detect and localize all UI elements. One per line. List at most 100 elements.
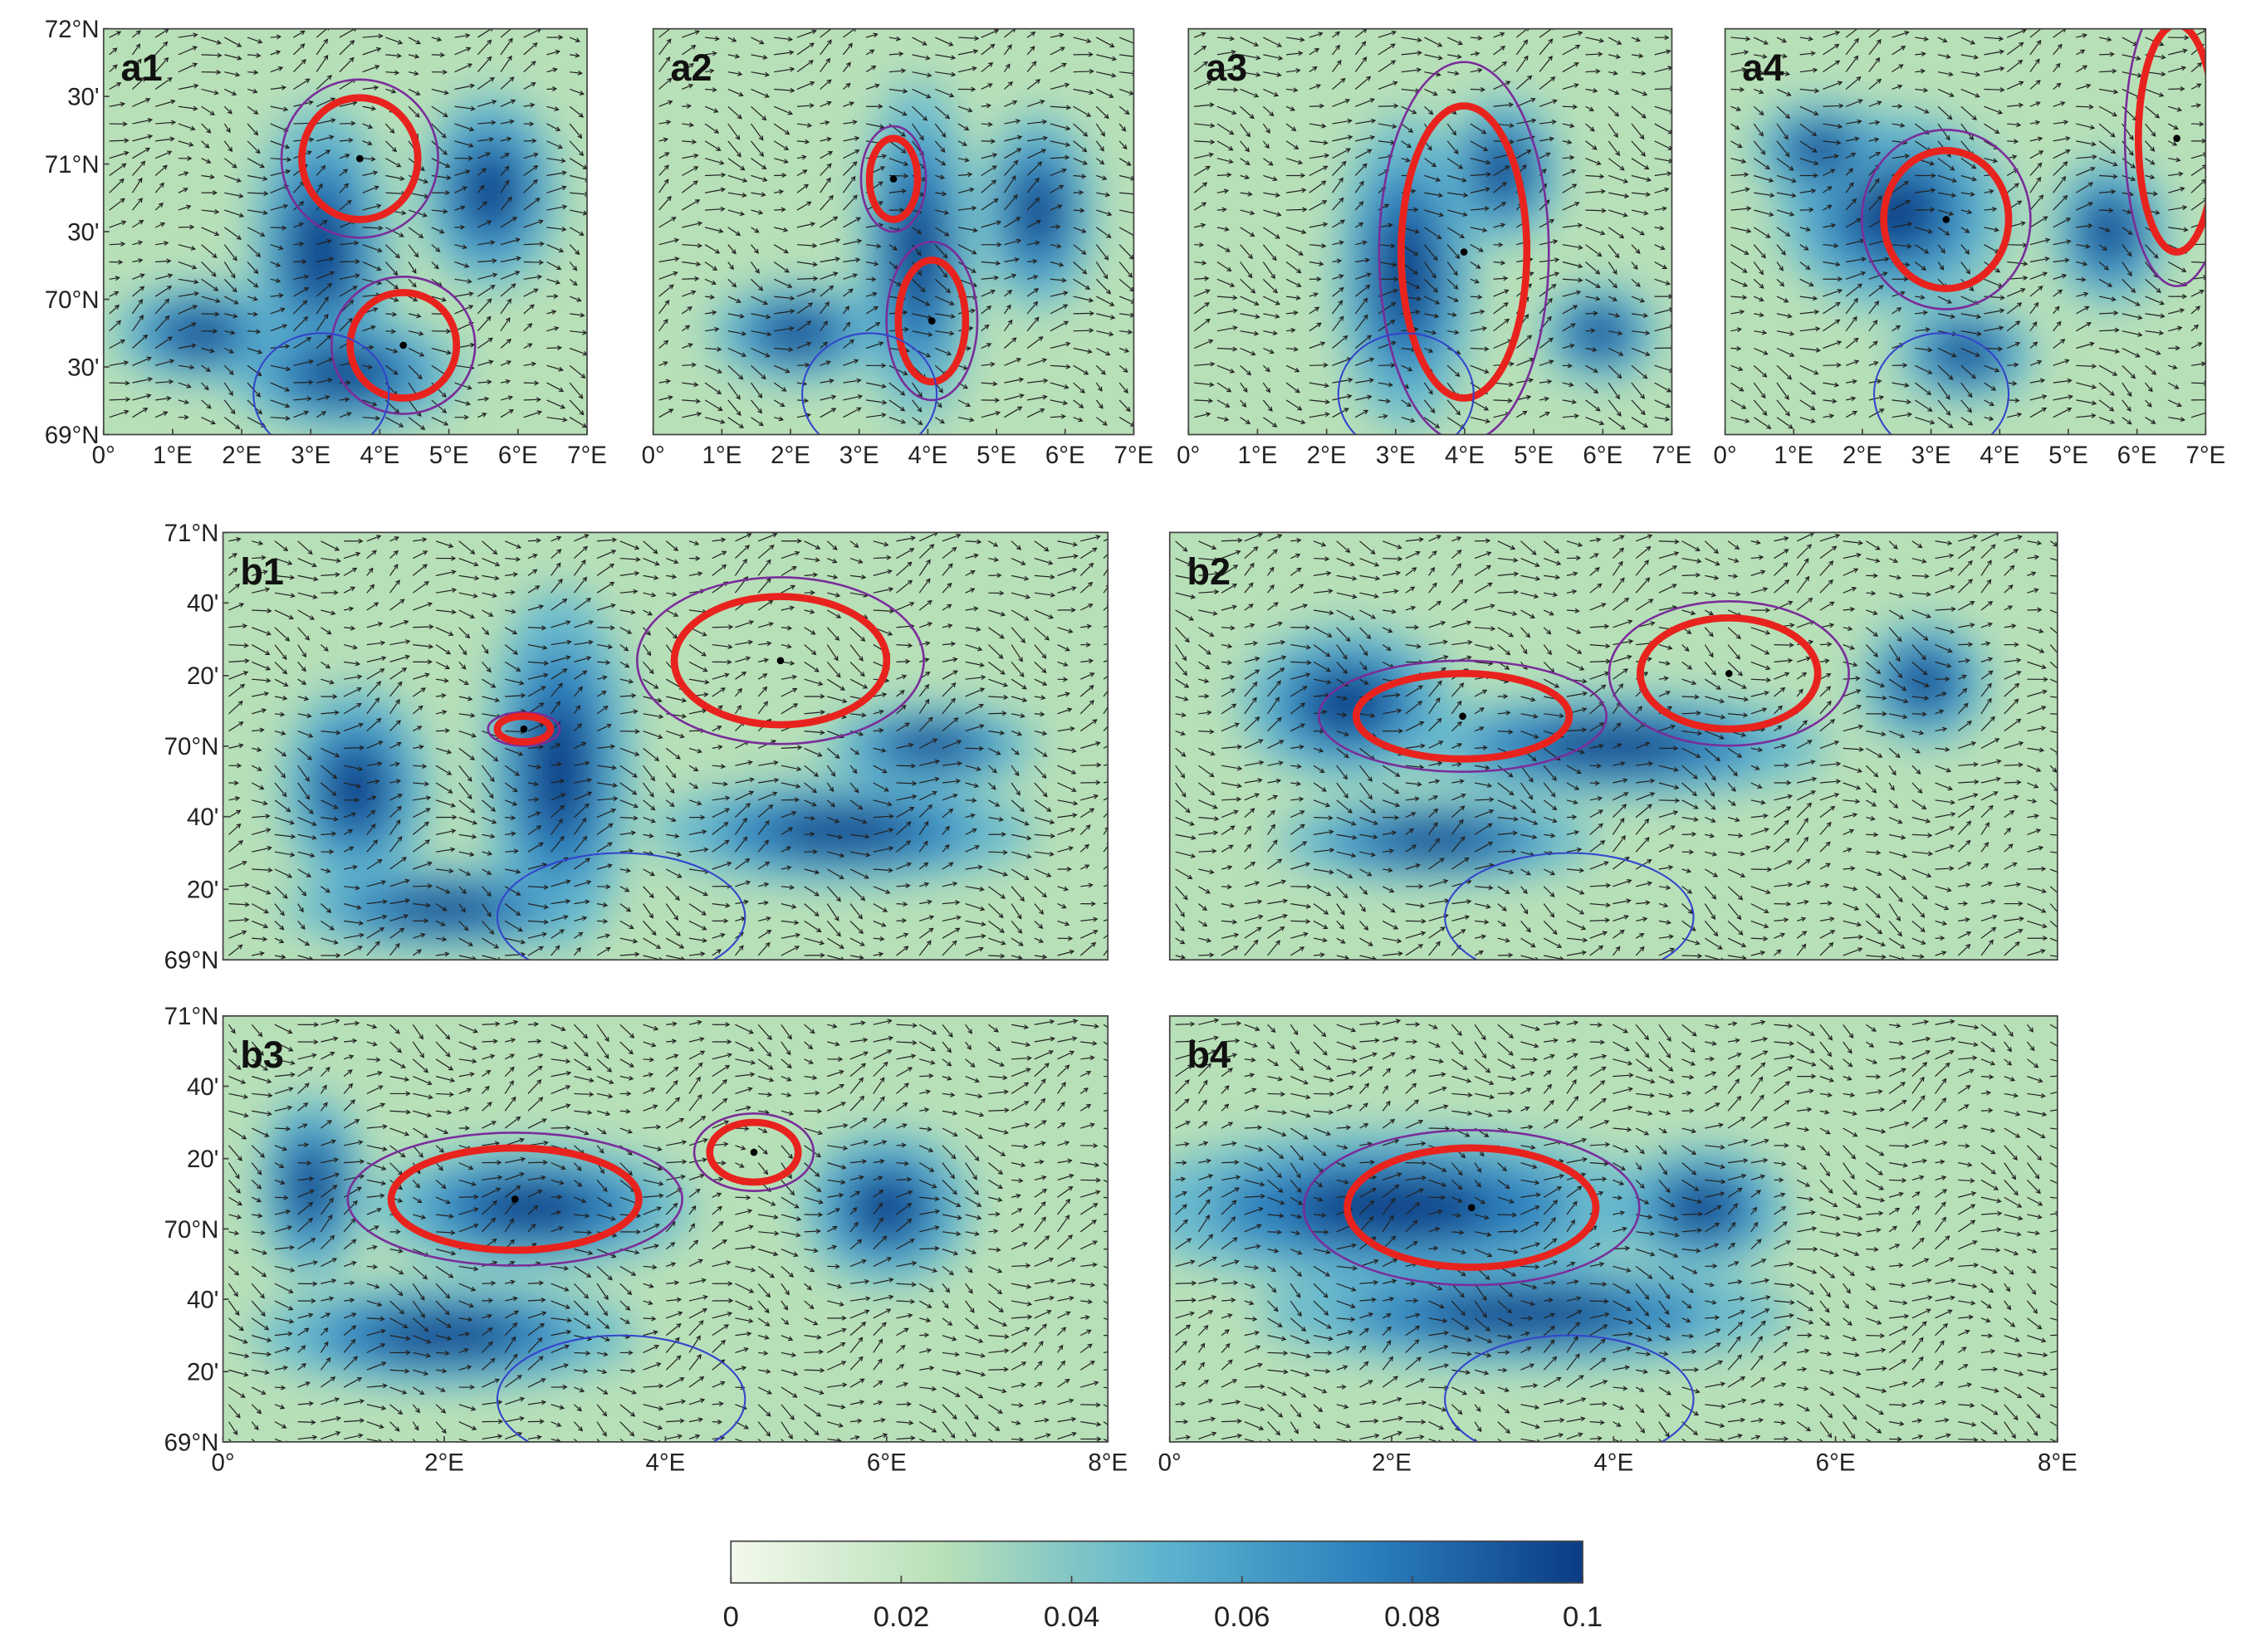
wind-arrow [1911, 817, 1931, 824]
wind-arrow [643, 1104, 658, 1112]
wind-arrow [1244, 793, 1260, 801]
wind-arrow [1935, 606, 1956, 612]
wind-arrow [1753, 382, 1766, 399]
wind-arrow [1493, 32, 1505, 38]
wind-arrow [1585, 399, 1601, 412]
wind-arrow [1103, 1265, 1108, 1268]
wind-arrow [178, 343, 197, 349]
wind-arrow [1382, 782, 1400, 794]
wind-arrow [573, 1024, 588, 1039]
wind-arrows [658, 28, 1134, 428]
wind-arrow [896, 690, 905, 697]
wind-arrow [727, 399, 741, 417]
wind-arrow [919, 1245, 940, 1251]
wind-arrow [1216, 226, 1230, 232]
wind-arrow [412, 949, 423, 956]
field-blob [472, 1185, 593, 1231]
wind-arrow [957, 172, 973, 178]
wind-arrow [297, 1053, 317, 1060]
wind-arrow [1103, 1162, 1108, 1167]
wind-arrow [344, 1298, 355, 1303]
wind-arrow [1636, 900, 1651, 906]
wind-arrow [316, 271, 335, 280]
wind-arrow [505, 1156, 526, 1164]
wind-arrow [981, 198, 999, 211]
wind-arrow [297, 868, 312, 877]
wind-arrow [1612, 946, 1621, 956]
wind-arrow [643, 1330, 658, 1337]
wind-arrow [804, 1317, 819, 1326]
wind-arrow [458, 782, 472, 800]
wind-arrow [1868, 28, 1884, 38]
wind-arrow [1520, 782, 1534, 800]
wind-arrow [505, 848, 519, 854]
wind-arrow [988, 1300, 1005, 1312]
wind-arrow [223, 244, 237, 261]
contour-outer [859, 125, 927, 233]
wind-arrow [1119, 54, 1134, 59]
wind-arrow [1705, 937, 1723, 950]
wind-arrow [912, 37, 927, 46]
wind-arrow [1819, 560, 1834, 576]
wind-arrow [1405, 743, 1426, 749]
wind-arrow [796, 362, 810, 368]
wind-arrow [751, 296, 769, 305]
wind-arrow [758, 1230, 780, 1236]
wind-arrow [1750, 627, 1771, 635]
wind-arrow [1654, 49, 1671, 56]
wind-arrow [849, 799, 864, 810]
wind-arrow [366, 1328, 386, 1337]
wind-arrow [935, 71, 957, 77]
wind-arrow [551, 549, 562, 560]
wind-arrow [2053, 149, 2071, 159]
wind-arrow [1003, 44, 1012, 56]
wind-arrow [735, 1024, 755, 1034]
wind-arrow [942, 717, 959, 732]
wind-arrow [293, 337, 312, 349]
wind-arrow [1958, 642, 1974, 648]
wind-arrow [804, 709, 826, 716]
wind-arrow [665, 782, 675, 794]
wind-arrow [1057, 540, 1079, 547]
wind-arrow [1423, 261, 1436, 279]
wind-arrow [1359, 592, 1380, 599]
wind-arrow [1915, 188, 1936, 193]
wind-arrow [223, 382, 233, 397]
wind-arrow [454, 224, 466, 230]
wind-arrow [1823, 204, 1833, 211]
wind-arrow [132, 76, 146, 90]
wind-arrow [1401, 123, 1414, 133]
wind-arrow [781, 1024, 792, 1040]
wind-arrow [2190, 121, 2205, 127]
wind-arrow [1332, 393, 1353, 401]
wind-arrow [1118, 417, 1134, 427]
wind-arrow [574, 880, 592, 887]
wind-arrow [1267, 549, 1278, 560]
wind-arrow [849, 540, 859, 548]
wind-arrow [658, 340, 669, 349]
wind-arrow [1776, 399, 1790, 417]
wind-arrow [1704, 921, 1719, 937]
wind-arrow [896, 932, 909, 939]
wind-arrow [1842, 782, 1862, 790]
wind-arrow [1984, 227, 1999, 232]
wind-arrow [1240, 71, 1261, 77]
wind-arrow [551, 1363, 570, 1371]
wind-arrow [252, 1213, 263, 1219]
wind-arrow [1103, 625, 1108, 628]
wind-arrow [527, 1223, 536, 1233]
wind-arrow [1891, 122, 1906, 128]
wind-arrow [1823, 288, 1843, 297]
wind-arrow [826, 747, 840, 759]
wind-arrow [228, 1110, 249, 1118]
wind-arrow [1332, 335, 1348, 349]
wind-arrow [820, 28, 835, 38]
wind-arrow [735, 533, 752, 542]
wind-arrow [735, 1347, 750, 1354]
wind-arrow [1175, 731, 1187, 736]
wind-arrow [1520, 592, 1539, 599]
wind-arrow [1566, 540, 1583, 547]
wind-arrow [247, 244, 262, 257]
wind-arrow [1034, 1295, 1055, 1302]
wind-arrow [1520, 886, 1528, 894]
